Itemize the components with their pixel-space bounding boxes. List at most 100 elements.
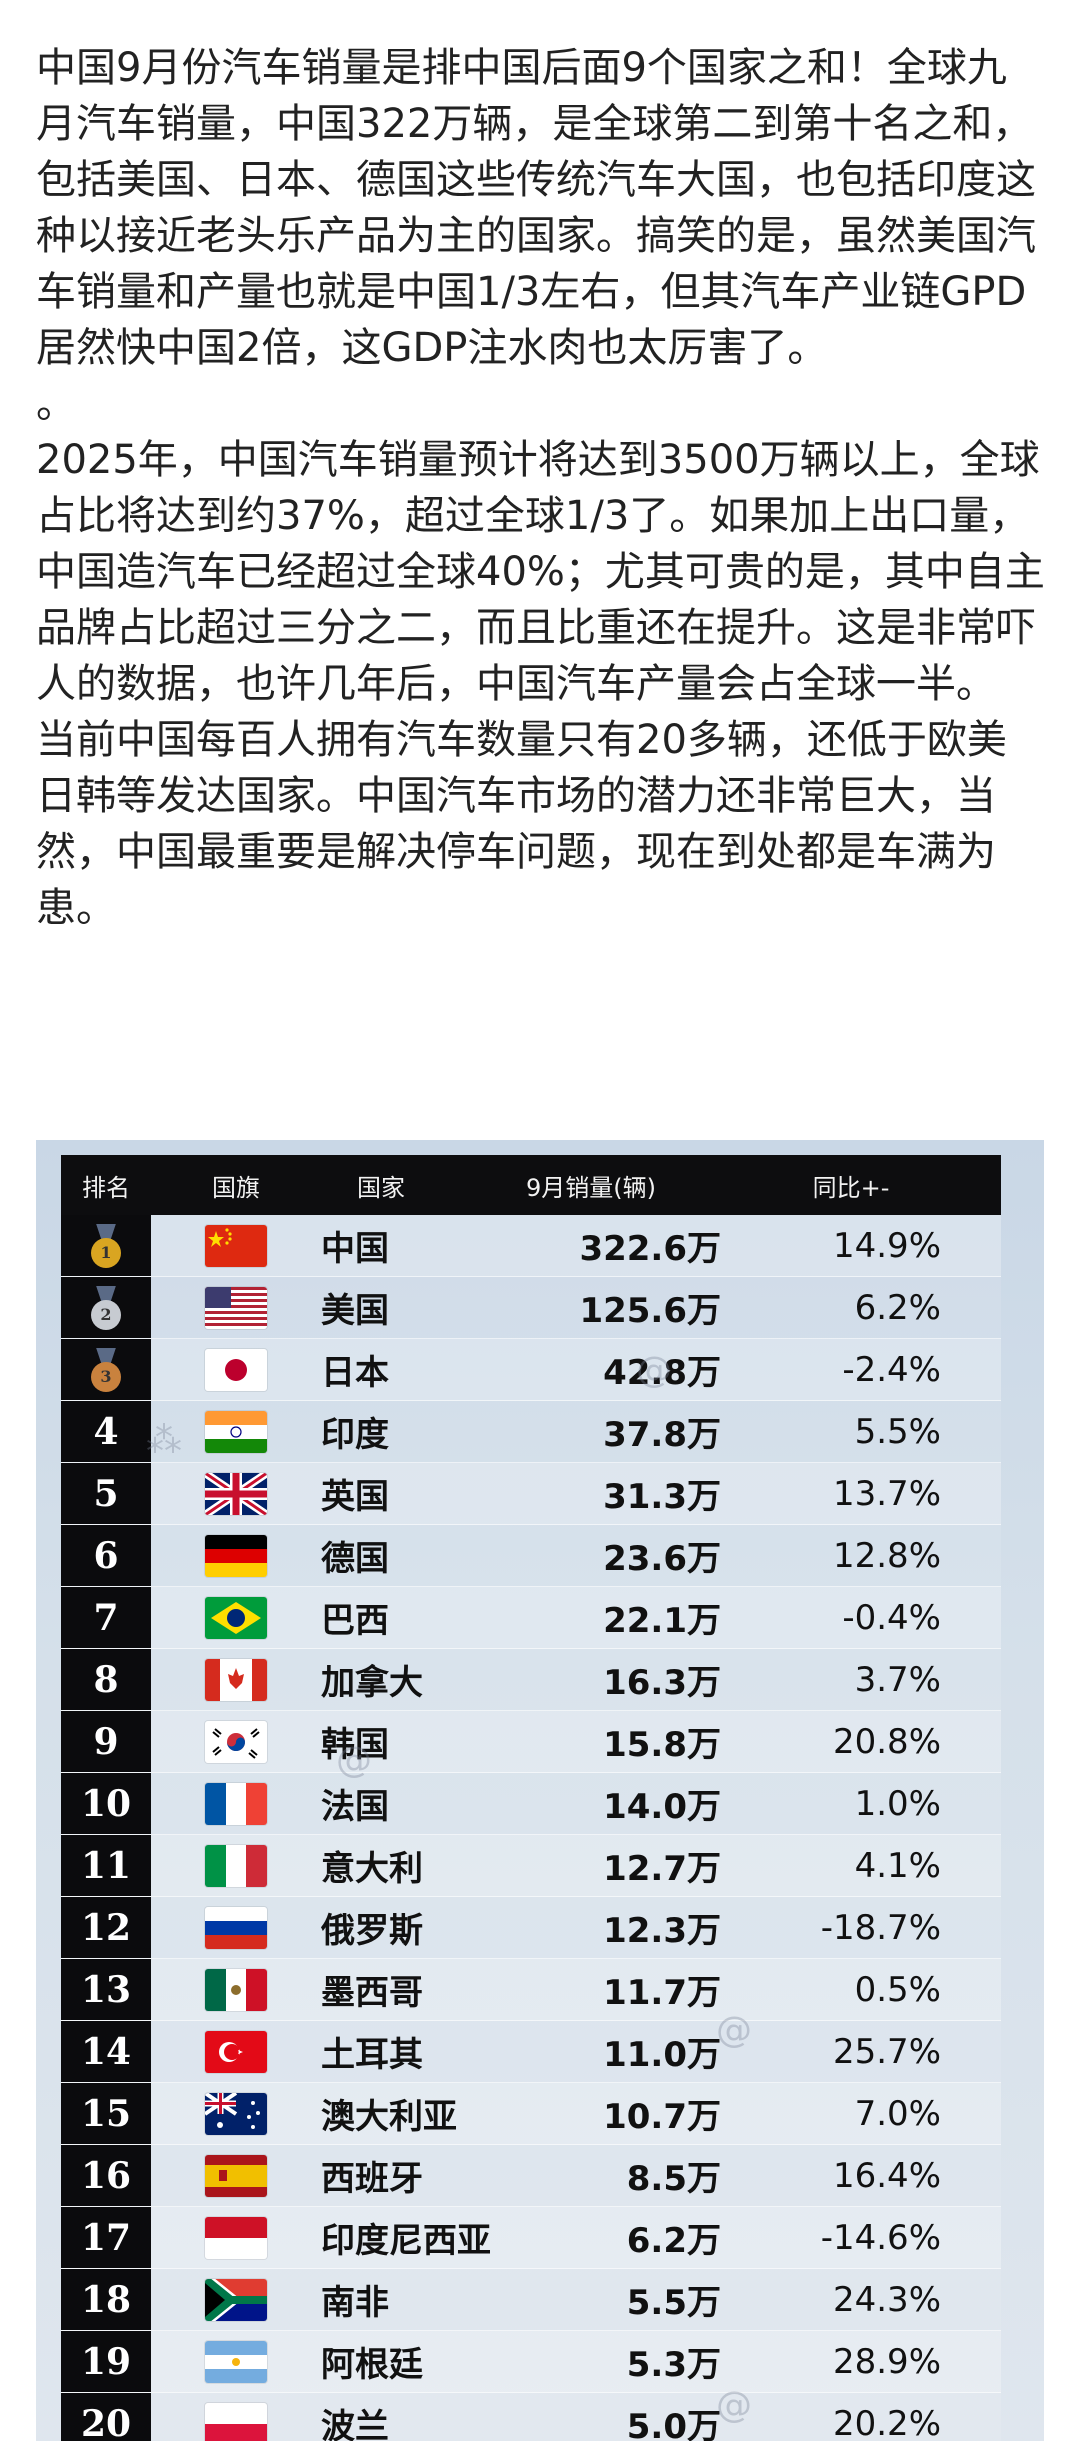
table-row: 20 波兰 5.0万 20.2%	[61, 2393, 1001, 2441]
sales-cell: 5.5万	[626, 2283, 721, 2323]
country-cell: 波兰	[321, 2407, 389, 2441]
japan-flag-icon	[205, 1348, 267, 1391]
poland-flag-icon	[205, 2402, 267, 2441]
rank-cell: 3	[61, 1339, 151, 1400]
country-cell: 巴西	[321, 1601, 389, 1641]
flag-cell	[151, 1472, 321, 1515]
yoy-cell: 13.7%	[832, 1473, 941, 1514]
flag-cell	[151, 2154, 321, 2197]
rank-number: 17	[80, 2216, 132, 2259]
yoy-cell: 0.5%	[854, 1969, 941, 2010]
table-row: 18 南非 5.5万 24.3%	[61, 2269, 1001, 2331]
korea-flag-icon	[205, 1720, 267, 1763]
rank-cell: 14	[61, 2021, 151, 2082]
south-africa-flag-icon	[205, 2278, 267, 2321]
medal-rank: 2	[100, 1305, 112, 1324]
country-cell: 土耳其	[321, 2035, 423, 2075]
sales-cell: 5.3万	[626, 2345, 721, 2385]
germany-flag-icon	[205, 1534, 267, 1577]
yoy-cell: 20.2%	[832, 2403, 941, 2441]
yoy-cell: -14.6%	[820, 2217, 941, 2258]
gold-medal-icon: 1	[89, 1223, 123, 1268]
rank-cell: 18	[61, 2269, 151, 2330]
yoy-cell: -18.7%	[820, 1907, 941, 1948]
flag-cell	[151, 1906, 321, 1949]
article-paragraph-3: 2025年，中国汽车销量预计将达到3500万辆以上，全球占比将达到约37%，超过…	[36, 437, 1045, 707]
country-cell: 印度尼西亚	[321, 2221, 491, 2261]
sales-cell: 10.7万	[603, 2097, 721, 2137]
rank-number: 20	[80, 2402, 132, 2441]
table-row: 5 英国 31.3万 13.7%	[61, 1463, 1001, 1525]
table-row: 19 阿根廷 5.3万 28.9%	[61, 2331, 1001, 2393]
rank-cell: 9	[61, 1711, 151, 1772]
country-cell: 法国	[321, 1787, 389, 1827]
indonesia-flag-icon	[205, 2216, 267, 2259]
rank-cell: 4	[61, 1401, 151, 1462]
mexico-flag-icon	[205, 1968, 267, 2011]
rank-number: 5	[93, 1472, 119, 1515]
flag-cell	[151, 1658, 321, 1701]
rank-number: 9	[93, 1720, 119, 1763]
yoy-cell: 12.8%	[832, 1535, 941, 1576]
table-row: 16 西班牙 8.5万 16.4%	[61, 2145, 1001, 2207]
medal-rank: 1	[100, 1243, 112, 1262]
country-cell: 南非	[321, 2283, 389, 2323]
table-row: 2 美国 125.6万 6.2%	[61, 1277, 1001, 1339]
table-row: 14 土耳其 11.0万 25.7%	[61, 2021, 1001, 2083]
rank-cell: 7	[61, 1587, 151, 1648]
rank-number: 18	[80, 2278, 132, 2321]
sales-cell: 14.0万	[603, 1787, 721, 1827]
country-cell: 印度	[321, 1415, 389, 1455]
rank-cell: 2	[61, 1277, 151, 1338]
rank-number: 11	[80, 1844, 132, 1887]
uk-flag-icon	[205, 1472, 267, 1515]
flag-cell	[151, 1596, 321, 1639]
table-row: 4 印度 37.8万 5.5%	[61, 1401, 1001, 1463]
yoy-cell: 6.2%	[854, 1287, 941, 1328]
rank-number: 16	[80, 2154, 132, 2197]
rank-number: 19	[80, 2340, 132, 2383]
argentina-flag-icon	[205, 2340, 267, 2383]
spain-flag-icon	[205, 2154, 267, 2197]
country-cell: 墨西哥	[321, 1973, 423, 2013]
india-flag-icon	[205, 1410, 267, 1453]
article-paragraph-2: 。	[36, 381, 76, 427]
yoy-cell: 3.7%	[854, 1659, 941, 1700]
sales-cell: 8.5万	[626, 2159, 721, 2199]
country-cell: 意大利	[321, 1849, 423, 1889]
rank-cell: 13	[61, 1959, 151, 2020]
country-cell: 韩国	[321, 1725, 389, 1765]
yoy-cell: 24.3%	[832, 2279, 941, 2320]
country-cell: 英国	[321, 1477, 389, 1517]
yoy-cell: 1.0%	[854, 1783, 941, 1824]
medal-rank: 3	[100, 1367, 112, 1386]
flag-cell	[151, 1286, 321, 1329]
yoy-cell: 20.8%	[832, 1721, 941, 1762]
sales-cell: 16.3万	[603, 1663, 721, 1703]
sales-cell: 12.7万	[603, 1849, 721, 1889]
brazil-flag-icon	[205, 1596, 267, 1639]
china-flag-icon	[205, 1224, 267, 1267]
yoy-cell: 28.9%	[832, 2341, 941, 2382]
table-row: 1 中国 322.6万 14.9%	[61, 1215, 1001, 1277]
header-country: 国家	[357, 1173, 405, 1202]
canada-flag-icon	[205, 1658, 267, 1701]
flag-cell	[151, 2278, 321, 2321]
sales-ranking-image[interactable]: 排名 国旗 国家 9月销量(辆) 同比+- 1 中国 322.6万 14.9% …	[36, 1140, 1044, 2441]
yoy-cell: 25.7%	[832, 2031, 941, 2072]
article-text: 中国9月份汽车销量是排中国后面9个国家之和！全球九月汽车销量，中国322万辆，是…	[36, 40, 1046, 936]
rank-number: 4	[93, 1410, 119, 1453]
rank-number: 13	[80, 1968, 132, 2011]
flag-cell	[151, 1782, 321, 1825]
sales-cell: 12.3万	[603, 1911, 721, 1951]
country-cell: 中国	[321, 1229, 389, 1269]
rank-cell: 15	[61, 2083, 151, 2144]
table-row: 15 澳大利亚 10.7万 7.0%	[61, 2083, 1001, 2145]
rank-number: 14	[80, 2030, 132, 2073]
table-row: 10 法国 14.0万 1.0%	[61, 1773, 1001, 1835]
rank-cell: 20	[61, 2393, 151, 2441]
flag-cell	[151, 2340, 321, 2383]
australia-flag-icon	[205, 2092, 267, 2135]
table-row: 11 意大利 12.7万 4.1%	[61, 1835, 1001, 1897]
italy-flag-icon	[205, 1844, 267, 1887]
